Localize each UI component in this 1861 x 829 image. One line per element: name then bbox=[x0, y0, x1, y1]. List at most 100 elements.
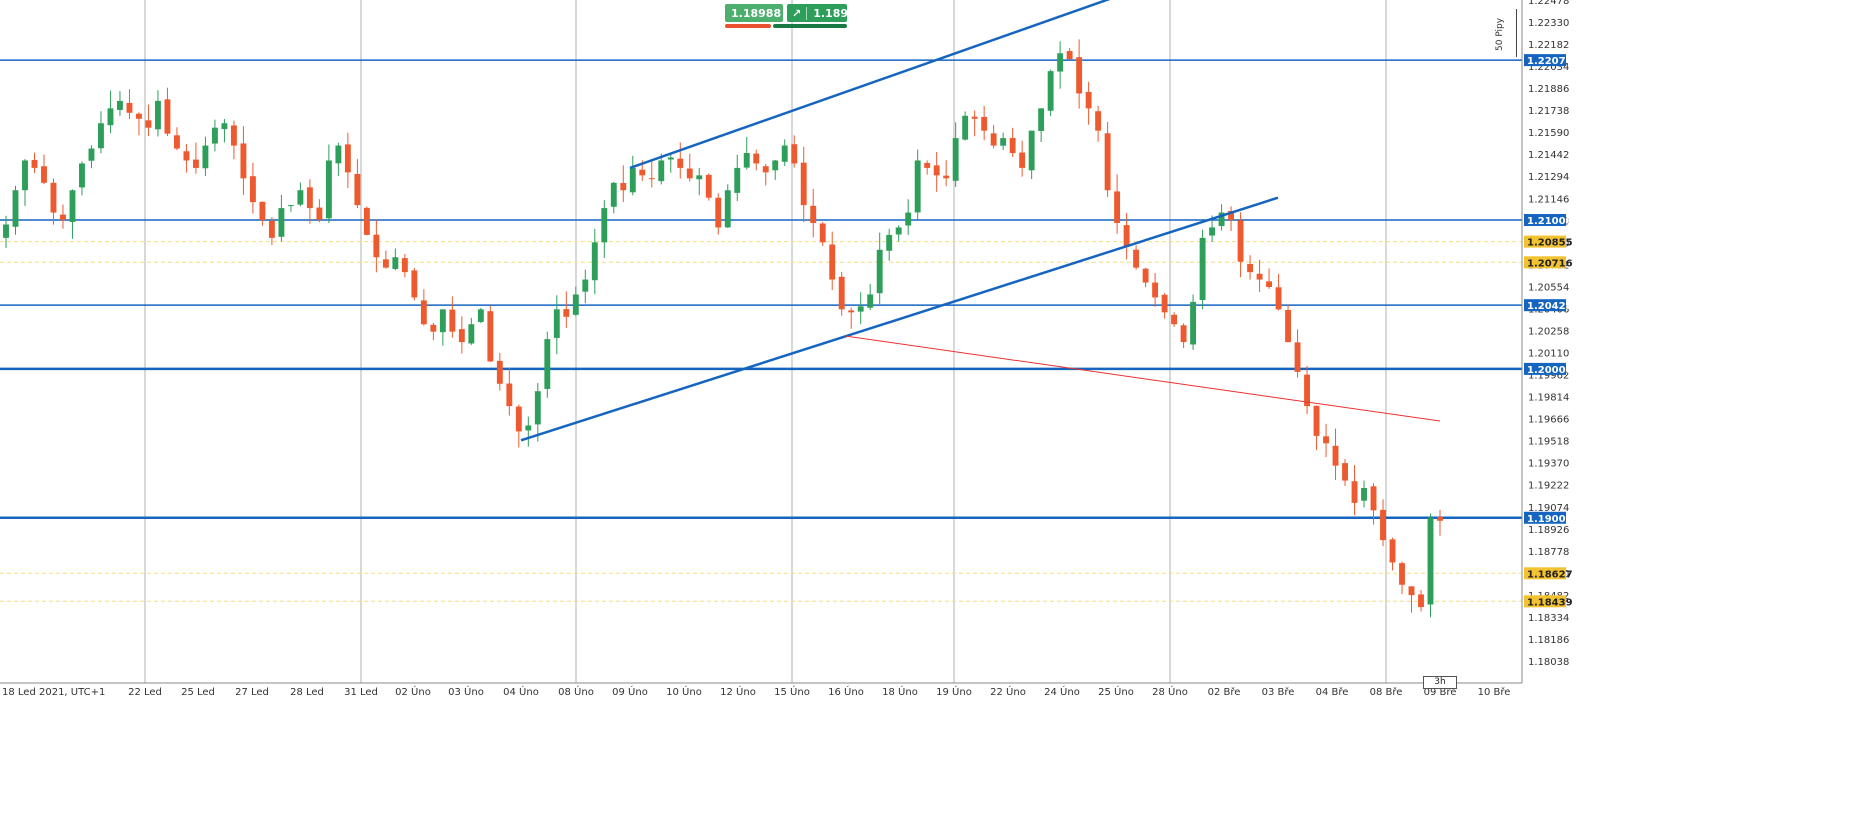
candle-body bbox=[1294, 342, 1301, 372]
candle bbox=[810, 188, 817, 238]
candle-body bbox=[316, 207, 323, 221]
candle bbox=[829, 231, 836, 291]
candle-body bbox=[1332, 445, 1339, 466]
candle-body bbox=[620, 182, 627, 191]
candle bbox=[278, 194, 285, 242]
candle bbox=[230, 120, 237, 160]
candle-body bbox=[1104, 133, 1111, 191]
candle-body bbox=[601, 208, 608, 243]
candle bbox=[12, 185, 19, 235]
candle-body bbox=[971, 116, 978, 119]
candle-body bbox=[126, 102, 133, 113]
candle-body bbox=[136, 113, 142, 119]
candle bbox=[363, 206, 370, 236]
price-axis: 1.22478 1.22330 1.22182 1.22034 1.21886 1.217… bbox=[1521, 0, 1861, 829]
price-tick-label: 1.21590 bbox=[1528, 128, 1569, 139]
buy-button[interactable]: ↗ 1.18994 bbox=[787, 4, 863, 22]
candle bbox=[724, 184, 731, 228]
candle-body bbox=[1066, 51, 1073, 60]
level-price-badge: 1.19000 bbox=[1527, 514, 1573, 525]
candle-body bbox=[876, 249, 883, 294]
candle-body bbox=[211, 127, 218, 144]
candle-body bbox=[1304, 374, 1310, 407]
candle bbox=[1285, 304, 1291, 343]
time-tick-label: 18 Led 2021, UTC+1 bbox=[2, 687, 105, 698]
candle bbox=[259, 201, 266, 226]
candle bbox=[1066, 48, 1073, 60]
candle bbox=[743, 136, 750, 170]
candle bbox=[41, 154, 47, 185]
candle bbox=[79, 161, 85, 196]
candle-body bbox=[392, 257, 399, 269]
candle bbox=[155, 90, 161, 137]
candle-body bbox=[819, 223, 826, 243]
candle bbox=[1133, 245, 1140, 270]
candle-body bbox=[734, 167, 741, 193]
candle-body bbox=[458, 329, 465, 343]
candle bbox=[506, 367, 513, 416]
candle-body bbox=[867, 294, 874, 308]
candle bbox=[1437, 509, 1443, 536]
candle bbox=[658, 153, 665, 185]
candle bbox=[287, 204, 294, 212]
time-tick-label: 16 Úno bbox=[828, 685, 864, 698]
candle bbox=[420, 289, 427, 326]
candle bbox=[268, 217, 275, 245]
sell-button[interactable]: 1.18988 ↗ bbox=[725, 4, 802, 22]
candle-body bbox=[221, 123, 228, 130]
time-tick-label: 04 Úno bbox=[503, 685, 539, 698]
candle bbox=[848, 307, 855, 329]
candle-body bbox=[572, 294, 579, 315]
candle-body bbox=[1275, 287, 1282, 310]
price-tick-label: 1.19814 bbox=[1528, 393, 1569, 404]
candle-body bbox=[430, 324, 437, 332]
candle bbox=[1180, 323, 1187, 348]
pip-scale-bar bbox=[1516, 9, 1517, 57]
price-tick-label: 1.21442 bbox=[1528, 150, 1569, 161]
candle bbox=[563, 291, 570, 329]
candle-body bbox=[772, 160, 779, 171]
candle-body bbox=[1076, 57, 1083, 94]
candle bbox=[1418, 590, 1424, 612]
candle bbox=[60, 204, 66, 229]
price-tick-label: 1.18038 bbox=[1528, 657, 1569, 668]
level-price-badge: 1.21000 bbox=[1527, 216, 1573, 227]
time-tick-label: 09 Bře bbox=[1424, 686, 1457, 698]
candle-body bbox=[525, 425, 532, 431]
price-tick-label: 1.19666 bbox=[1528, 415, 1569, 426]
marker-price-badge: 1.20716 bbox=[1527, 258, 1573, 269]
candle bbox=[1399, 561, 1405, 595]
price-tick-label: 1.21886 bbox=[1528, 84, 1569, 95]
time-tick-label: 27 Led bbox=[235, 687, 269, 698]
candle bbox=[1237, 212, 1244, 278]
level-price-badge: 1.22074 bbox=[1527, 56, 1573, 67]
candle-body bbox=[914, 160, 921, 213]
candle bbox=[1266, 268, 1273, 289]
candle-body bbox=[962, 115, 969, 140]
candle bbox=[1332, 428, 1339, 480]
candle bbox=[458, 316, 465, 354]
timeframe-badge[interactable]: 3h bbox=[1423, 676, 1457, 689]
candle bbox=[1047, 69, 1054, 117]
candle-body bbox=[753, 153, 760, 164]
price-tick-label: 1.18186 bbox=[1528, 635, 1569, 646]
candle-body bbox=[88, 148, 95, 161]
candle-body bbox=[230, 125, 237, 146]
price-tick-label: 1.18778 bbox=[1528, 547, 1569, 558]
candle bbox=[1076, 39, 1083, 109]
candle-body bbox=[648, 178, 655, 180]
candle-body bbox=[848, 310, 855, 313]
candle-body bbox=[1047, 71, 1054, 111]
candle-body bbox=[41, 166, 47, 183]
candle-body bbox=[981, 116, 988, 131]
candle-body bbox=[487, 311, 494, 362]
trendline-upper-channel bbox=[629, 0, 1111, 170]
candle bbox=[981, 105, 988, 141]
candle bbox=[1009, 127, 1016, 157]
candle-body bbox=[3, 224, 9, 238]
candle-body bbox=[563, 309, 570, 317]
candle bbox=[525, 416, 532, 447]
price-tick-label: 1.22182 bbox=[1528, 40, 1569, 51]
candle-body bbox=[69, 190, 76, 222]
